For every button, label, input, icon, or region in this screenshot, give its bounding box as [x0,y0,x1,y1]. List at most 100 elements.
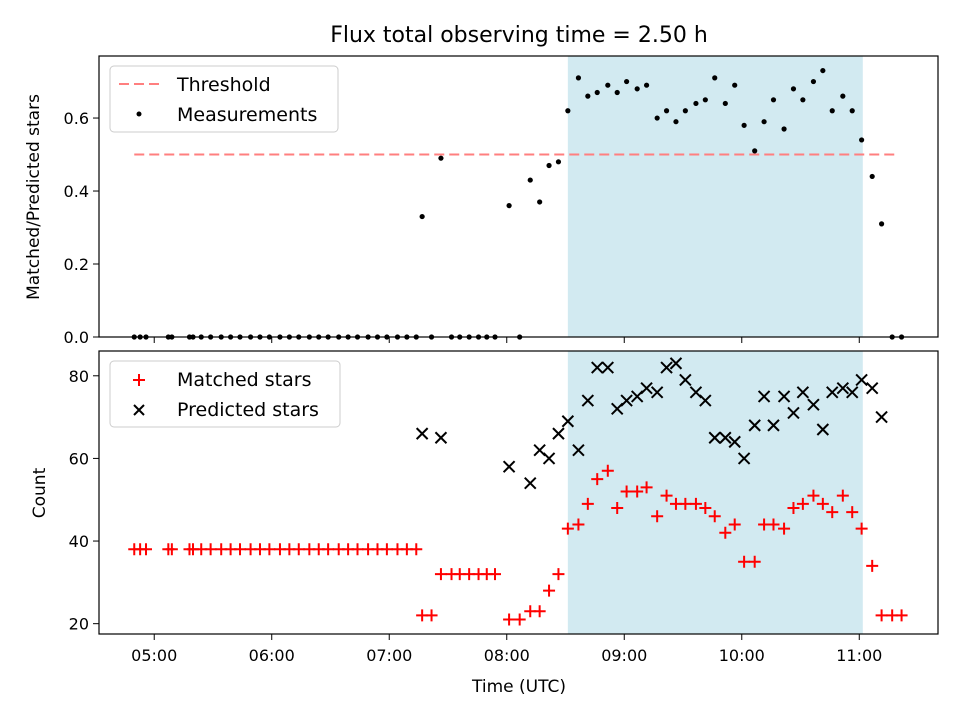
matched-star-point [322,543,335,556]
measurement-point [634,86,640,92]
legend-matched-label: Matched stars [177,369,311,391]
predicted-star-point [846,386,859,399]
legend-measurement-label: Measurements [177,104,317,126]
x-tick-label: 07:00 [366,646,412,665]
measurement-point [673,119,679,125]
measurement-point [732,82,738,88]
measurement-point [761,119,767,125]
matched-star-point [651,510,664,523]
predicted-star-point [415,427,429,440]
measurement-point [810,78,817,85]
matched-star-point [488,568,501,581]
x-tick-label: 11:00 [836,646,882,665]
predicted-star-point [552,427,565,440]
measurement-point [438,155,444,161]
predicted-star-point [855,373,868,387]
matched-star-point [748,555,761,568]
legend-threshold-label: Threshold [176,74,271,96]
x-tick-label: 08:00 [484,646,530,665]
measurement-point [770,97,777,103]
predicted-star-point [757,390,771,403]
legend-predicted-label: Predicted stars [177,399,319,421]
count-y-ticks: 20 40 60 80 [69,367,99,634]
matched-star-point [503,613,516,626]
measurement-point [781,126,787,132]
count-shaded-region [567,351,863,634]
count-y-tick-label: 80 [69,367,89,386]
measurement-point [859,137,865,143]
x-tick-label: 09:00 [601,646,647,665]
x-tick-label: 10:00 [719,646,765,665]
count-x-ticks: 05:00 06:00 07:00 08:00 09:00 10:00 11:00 [131,634,882,665]
matched-star-point [561,522,574,535]
predicted-star-point [777,390,791,403]
matched-star-point [738,555,751,568]
measurement-point [741,122,747,128]
measurement-point [575,75,582,81]
legend-predicted-swatch [133,404,145,416]
matched-star-point [719,526,732,539]
measurement-point [527,177,533,183]
ratio-axes-frame [98,55,939,338]
count-y-tick-label: 20 [69,615,89,634]
count-y-axis-label: Count [30,467,50,518]
predicted-star-point [620,394,633,407]
predicted-star-point [816,423,830,436]
measurement-point [555,159,562,165]
measurement-point [614,89,620,96]
measurement-point [546,162,552,169]
ratio-panel: 0.0 0.2 0.4 0.6 Matched/Predicted stars Thr… [24,55,939,347]
x-axis-label: Time (UTC) [471,677,566,697]
predicted-star-point [719,431,732,444]
measurement-point [506,203,512,209]
predicted-star-point [679,373,692,387]
ratio-y-tick-label: 0.2 [64,255,89,274]
matched-star-point [660,489,673,502]
measurement-point [594,89,600,96]
count-axes-frame [98,350,939,635]
measurement-point [800,97,806,103]
matched-star-point [728,518,741,531]
matched-star-point [620,485,633,498]
matched-star-point [816,497,829,510]
matched-star-point [689,497,702,510]
matched-star-point [807,489,820,502]
matched-star-point [351,543,364,556]
predicted-star-point [591,361,604,374]
matched-star-point [410,543,423,556]
measurement-point [790,86,797,92]
predicted-star-point [669,357,683,370]
predicted-star-point [728,435,741,449]
matched-star-point [543,584,556,597]
ratio-y-tick-label: 0.0 [64,328,89,347]
predicted-star-point [542,452,556,465]
count-y-tick-label: 40 [69,532,89,551]
measurement-point [722,100,728,107]
predicted-star-point [796,386,810,399]
ratio-y-tick-label: 0.4 [64,182,89,201]
predicted-star-point [640,381,653,395]
measurement-point [663,108,670,114]
matched-star-point [631,485,644,498]
ratio-y-ticks: 0.0 0.2 0.4 0.6 [64,109,99,347]
matched-star-point [140,543,153,556]
matched-star-point [434,568,447,581]
matched-star-point [263,543,276,556]
measurement-point [654,115,660,121]
matched-star-point [866,559,879,572]
matched-star-point [572,518,585,531]
ratio-legend-box [109,65,339,133]
matched-star-point [855,522,868,535]
measurement-point [585,93,591,99]
legend-measurement-swatch [136,111,142,117]
matched-star-point [846,506,859,519]
predicted-star-point [836,381,850,395]
matched-star-point [679,497,692,510]
chart-title: Flux total observing time = 2.50 h [330,23,708,48]
measurement-point [643,82,650,88]
measurement-point [869,173,875,180]
measurement-point [702,97,708,103]
measurement-point [693,100,699,107]
predicted-star-point [502,460,516,473]
